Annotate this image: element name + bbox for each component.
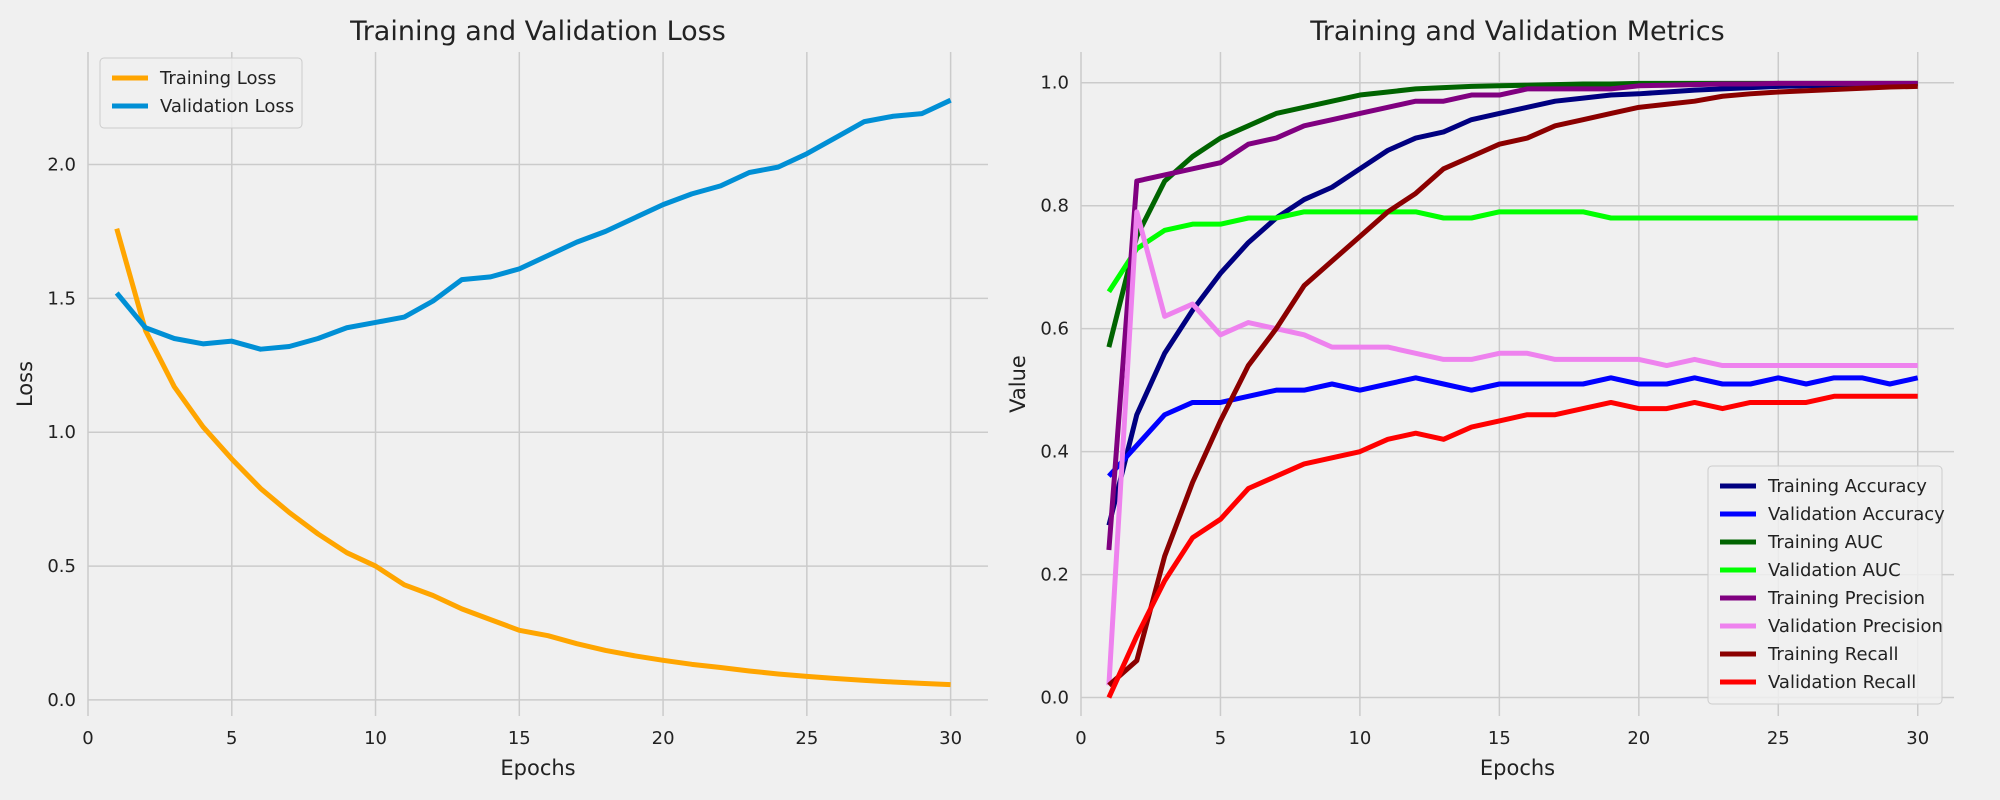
legend-label-validation-precision: Validation Precision (1768, 616, 1943, 637)
legend-label-training-loss: Training Loss (159, 68, 276, 89)
loss-x-tick-label: 15 (508, 728, 531, 749)
metrics-y-tick-label: 1.0 (1040, 73, 1069, 94)
loss-x-tick-label: 30 (939, 728, 962, 749)
legend-label-validation-recall: Validation Recall (1768, 672, 1916, 693)
loss-series (114, 97, 952, 688)
series-line-training-loss (114, 228, 951, 688)
metrics-chart: 0 5 10 15 20 25 30 0.0 0.2 0.4 0.6 0.8 1.0 Training … (1006, 16, 1954, 780)
metrics-x-tick-label: 15 (1488, 728, 1511, 749)
series-line-training-recall (1107, 83, 1918, 688)
metrics-legend-box (1707, 465, 1943, 705)
legend-label-validation-auc: Validation AUC (1768, 560, 1901, 581)
metrics-x-tick-label: 0 (1075, 728, 1086, 749)
loss-plot-area (88, 52, 988, 716)
metrics-y-axis-label: Value (1006, 355, 1030, 413)
series-line-validation-recall (1106, 393, 1918, 699)
metrics-x-axis-label: Epochs (1480, 756, 1555, 780)
legend-label-training-accuracy: Training Accuracy (1767, 476, 1927, 497)
loss-chart-title: Training and Validation Loss (349, 16, 726, 47)
loss-y-tick-label: 1.5 (47, 288, 76, 309)
loss-x-tick-label: 25 (795, 728, 818, 749)
series-line-validation-accuracy (1107, 375, 1919, 478)
metrics-y-tick-label: 0.4 (1040, 442, 1069, 463)
metrics-chart-title: Training and Validation Metrics (1309, 16, 1724, 47)
loss-x-tick-label: 10 (364, 728, 387, 749)
loss-x-tick-label: 5 (226, 728, 237, 749)
loss-y-axis-label: Loss (13, 361, 37, 407)
legend-label-training-recall: Training Recall (1767, 644, 1898, 665)
legend-label-validation-accuracy: Validation Accuracy (1768, 504, 1945, 525)
loss-legend-box (99, 57, 303, 129)
metrics-x-tick-label: 20 (1627, 728, 1650, 749)
metrics-x-tick-label: 5 (1215, 728, 1226, 749)
loss-y-tick-label: 0.5 (47, 556, 76, 577)
metrics-y-tick-label: 0.6 (1040, 319, 1069, 340)
metrics-x-tick-label: 25 (1767, 728, 1790, 749)
series-line-training-accuracy (1106, 81, 1918, 527)
loss-y-tick-label: 1.0 (47, 422, 76, 443)
loss-x-axis-label: Epochs (500, 756, 575, 780)
loss-ticks: 0 5 10 15 20 25 30 0.0 0.5 1.0 1.5 2.0 (47, 154, 962, 749)
loss-chart: 0 5 10 15 20 25 30 0.0 0.5 1.0 1.5 2.0 Training and… (13, 16, 988, 780)
series-line-validation-precision (1106, 209, 1918, 686)
metrics-series (1106, 80, 1919, 699)
loss-x-tick-label: 20 (652, 728, 675, 749)
loss-grid (87, 52, 988, 716)
metrics-legend: Training Accuracy Validation Accuracy Trai… (1707, 465, 1945, 705)
metrics-y-tick-label: 0.8 (1040, 196, 1069, 217)
metrics-y-tick-label: 0.0 (1040, 688, 1069, 709)
metrics-y-tick-label: 0.2 (1040, 565, 1069, 586)
loss-y-tick-label: 2.0 (47, 154, 76, 175)
legend-label-validation-loss: Validation Loss (160, 96, 294, 117)
series-line-validation-auc (1106, 209, 1918, 294)
loss-x-tick-label: 0 (82, 728, 93, 749)
legend-label-training-auc: Training AUC (1767, 532, 1883, 553)
metrics-ticks: 0 5 10 15 20 25 30 0.0 0.2 0.4 0.6 0.8 1.0 (1040, 73, 1929, 749)
loss-legend: Training Loss Validation Loss (99, 57, 303, 129)
metrics-x-tick-label: 10 (1348, 728, 1371, 749)
series-line-validation-loss (114, 97, 952, 352)
series-line-training-precision (1106, 80, 1918, 551)
metrics-x-tick-label: 30 (1906, 728, 1929, 749)
legend-label-training-precision: Training Precision (1767, 588, 1925, 609)
loss-y-tick-label: 0.0 (47, 690, 76, 711)
